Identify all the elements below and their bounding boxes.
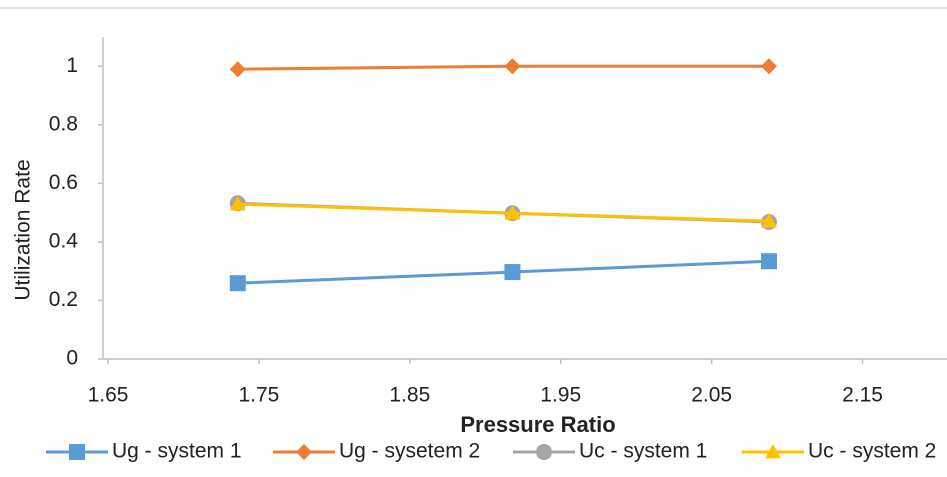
- y-tick-label: 0.4: [49, 229, 79, 252]
- y-tick-label: 1: [66, 54, 78, 77]
- series-line: [237, 64, 769, 71]
- x-tick-label: 1.75: [238, 384, 279, 407]
- legend-label: Uc - system 1: [579, 440, 707, 463]
- x-tick-label: 1.85: [389, 384, 430, 407]
- marker: [296, 444, 312, 460]
- y-tick-label: 0: [66, 347, 78, 370]
- marker: [504, 58, 521, 75]
- x-tick-label: 1.95: [540, 384, 581, 407]
- marker: [229, 275, 246, 292]
- marker: [504, 205, 521, 220]
- y-tick-label: 0.2: [49, 288, 78, 311]
- series-line: [237, 259, 770, 285]
- x-tick-label: 2.05: [691, 384, 732, 407]
- legend-label: Ug - sysetem 2: [339, 440, 480, 463]
- marker: [536, 444, 552, 460]
- marker: [760, 213, 777, 228]
- legend-label: Ug - system 1: [112, 440, 242, 463]
- x-axis-title: Pressure Ratio: [460, 412, 615, 437]
- marker: [504, 264, 521, 281]
- y-axis-title: Utilization Rate: [12, 159, 35, 300]
- y-tick-label: 0.6: [49, 171, 78, 194]
- x-tick-label: 2.15: [842, 384, 883, 407]
- series-line: [237, 202, 770, 223]
- marker: [69, 444, 85, 460]
- marker: [229, 61, 246, 78]
- marker: [229, 196, 246, 211]
- legend-label: Uc - system 2: [808, 440, 936, 463]
- x-tick-label: 1.65: [88, 384, 129, 407]
- marker: [760, 58, 777, 75]
- marker: [765, 444, 781, 459]
- y-tick-label: 0.8: [49, 112, 78, 135]
- marker: [760, 253, 777, 270]
